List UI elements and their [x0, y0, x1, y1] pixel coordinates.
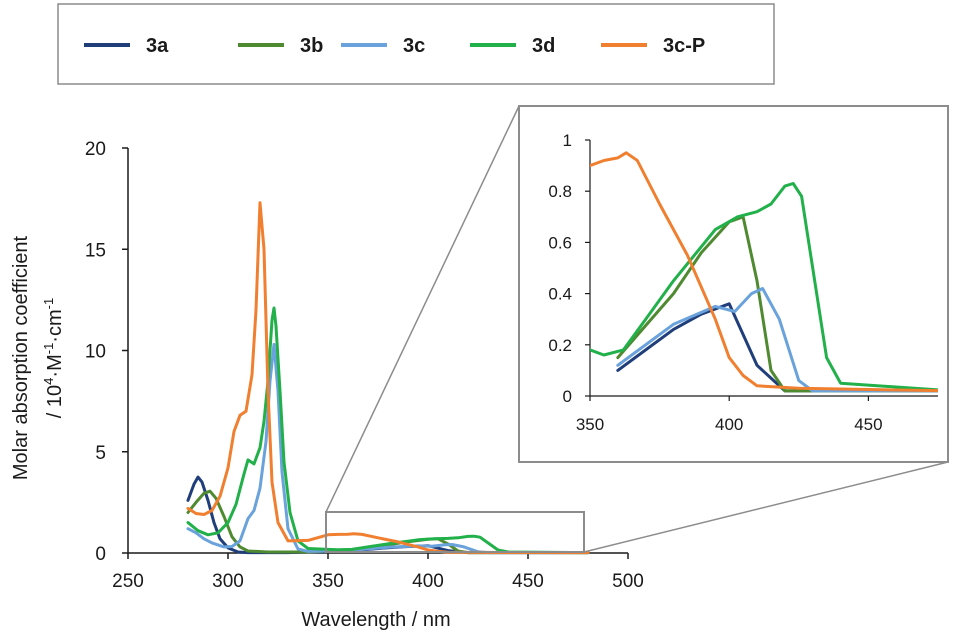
y-axis-label-line2: / 104·M-1·cm-1	[41, 298, 66, 418]
inset-x-tick-label: 450	[854, 415, 882, 434]
inset-y-tick-label: 0.2	[548, 336, 572, 355]
inset-y-tick-label: 1	[563, 131, 572, 150]
main-plot: 250 300 350 400 450 500 0 5 10 15 20 Wavelength / …	[10, 139, 644, 631]
y-tick-label: 5	[95, 443, 106, 464]
zoom-connector-bottom	[583, 461, 949, 553]
x-tick-label: 250	[112, 571, 144, 592]
inset-plot: 350 400 450 0 0.2 0.4 0.6 0.8 1	[518, 105, 949, 463]
y-axis-label-line1: Molar absorption coefficient	[10, 235, 32, 480]
y-tick-label: 10	[85, 342, 106, 363]
legend-label-3b: 3b	[300, 35, 323, 57]
inset-y-tick-label: 0.6	[548, 233, 572, 252]
zoom-region-box	[325, 511, 585, 553]
legend-label-3c: 3c	[403, 35, 425, 57]
y-tick-label: 15	[85, 240, 106, 261]
x-tick-label: 500	[612, 571, 644, 592]
legend-frame	[57, 3, 775, 85]
legend: 3a 3b 3c 3d 3c-P	[57, 3, 775, 85]
series-line-3c-P	[186, 201, 590, 555]
x-axis-label: Wavelength / nm	[301, 609, 450, 631]
series-line-3d	[186, 306, 590, 555]
inset-y-tick-label: 0.4	[548, 285, 572, 304]
y-tick-label: 20	[85, 139, 106, 160]
series-line-3c	[186, 342, 590, 555]
inset-series-line-3c	[616, 287, 938, 393]
legend-label-3a: 3a	[146, 35, 169, 57]
legend-label-3d: 3d	[532, 35, 555, 57]
x-tick-label: 450	[512, 571, 544, 592]
x-tick-label: 350	[312, 571, 344, 592]
series-line-3b	[186, 489, 590, 555]
inset-x-tick-label: 400	[715, 415, 743, 434]
inset-y-tick-label: 0.8	[548, 182, 572, 201]
y-tick-label: 0	[95, 544, 106, 565]
legend-label-3c-P: 3c-P	[663, 35, 705, 57]
inset-frame	[518, 105, 949, 463]
x-tick-label: 300	[212, 571, 244, 592]
inset-y-tick-label: 0	[563, 387, 572, 406]
zoom-connector-top	[325, 105, 520, 513]
inset-series-line-3d	[590, 182, 938, 392]
inset-x-tick-label: 350	[576, 415, 604, 434]
x-tick-label: 400	[412, 571, 444, 592]
inset-series-line-3c-P	[590, 151, 938, 393]
